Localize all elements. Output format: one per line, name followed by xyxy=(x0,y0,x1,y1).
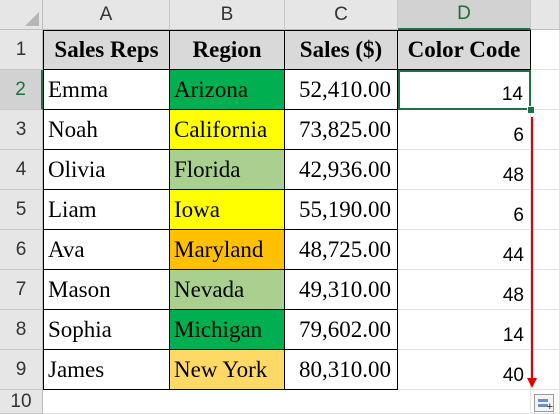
row-header-5[interactable]: 5 xyxy=(0,190,43,230)
cell-sales-rep[interactable]: Ava xyxy=(43,230,170,270)
cell-sales[interactable]: 42,936.00 xyxy=(285,150,398,190)
active-cell-color-code[interactable]: 14 xyxy=(398,70,531,110)
cell-sales[interactable]: 55,190.00 xyxy=(285,190,398,230)
cell-region[interactable]: Iowa xyxy=(170,190,285,230)
row-header-2[interactable]: 2 xyxy=(0,70,43,110)
cell-region[interactable]: Michigan xyxy=(170,310,285,350)
cell-region[interactable]: Maryland xyxy=(170,230,285,270)
cell-sales[interactable]: 52,410.00 xyxy=(285,70,398,110)
cell-color-code[interactable]: 14 xyxy=(398,310,531,350)
cell-color-code[interactable]: 40 xyxy=(398,350,531,390)
row-header-1[interactable]: 1 xyxy=(0,30,43,70)
auto-fill-options-icon[interactable]: + xyxy=(534,394,554,413)
cell-region[interactable]: Florida xyxy=(170,150,285,190)
fill-drag-arrow-line xyxy=(531,117,533,381)
cell-color-code[interactable]: 6 xyxy=(398,110,531,150)
header-sales[interactable]: Sales ($) xyxy=(285,30,398,70)
row-header-4[interactable]: 4 xyxy=(0,150,43,190)
cell-color-code[interactable]: 48 xyxy=(398,150,531,190)
header-region[interactable]: Region xyxy=(170,30,285,70)
select-all-button[interactable] xyxy=(0,0,43,30)
cell-sales-rep[interactable]: Mason xyxy=(43,270,170,310)
row-header-7[interactable]: 7 xyxy=(0,270,43,310)
column-header-d[interactable]: D xyxy=(398,0,531,30)
header-color-code[interactable]: Color Code xyxy=(398,30,531,70)
cell-sales[interactable]: 73,825.00 xyxy=(285,110,398,150)
fill-handle[interactable] xyxy=(527,106,535,114)
cell-sales-rep[interactable]: Liam xyxy=(43,190,170,230)
cell-sales-rep[interactable]: Emma xyxy=(43,70,170,110)
cell-sales-rep[interactable]: Olivia xyxy=(43,150,170,190)
row-header-9[interactable]: 9 xyxy=(0,350,43,390)
row-header-10[interactable]: 10 xyxy=(0,390,43,414)
cell-region[interactable]: New York xyxy=(170,350,285,390)
cell-sales[interactable]: 80,310.00 xyxy=(285,350,398,390)
cell-sales[interactable]: 48,725.00 xyxy=(285,230,398,270)
cell-sales-rep[interactable]: Noah xyxy=(43,110,170,150)
cell-sales[interactable]: 49,310.00 xyxy=(285,270,398,310)
fill-drag-arrow-head-icon xyxy=(527,378,537,388)
column-header-e[interactable] xyxy=(531,0,560,30)
cell-region[interactable]: California xyxy=(170,110,285,150)
cell-color-code[interactable]: 6 xyxy=(398,190,531,230)
select-all-triangle-icon xyxy=(25,12,39,26)
auto-fill-line-icon xyxy=(538,404,548,407)
column-header-c[interactable]: C xyxy=(285,0,398,30)
auto-fill-line-icon xyxy=(538,399,548,402)
cell-color-code[interactable]: 44 xyxy=(398,230,531,270)
row-header-8[interactable]: 8 xyxy=(0,310,43,350)
cell-sales-rep[interactable]: Sophia xyxy=(43,310,170,350)
row-header-6[interactable]: 6 xyxy=(0,230,43,270)
plus-icon: + xyxy=(546,401,553,413)
header-sales-reps[interactable]: Sales Reps xyxy=(43,30,170,70)
column-header-a[interactable]: A xyxy=(43,0,170,30)
cell-color-code[interactable]: 48 xyxy=(398,270,531,310)
column-header-b[interactable]: B xyxy=(170,0,285,30)
cell-region[interactable]: Nevada xyxy=(170,270,285,310)
row-header-3[interactable]: 3 xyxy=(0,110,43,150)
cell-region[interactable]: Arizona xyxy=(170,70,285,110)
cell-sales[interactable]: 79,602.00 xyxy=(285,310,398,350)
cell-sales-rep[interactable]: James xyxy=(43,350,170,390)
